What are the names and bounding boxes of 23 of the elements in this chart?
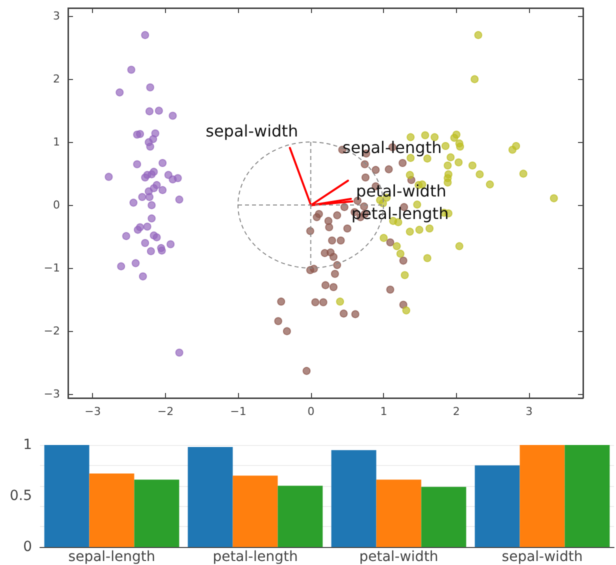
x-tick-label: petal-width (359, 549, 438, 565)
x-tick-label: −1 (230, 405, 246, 418)
series-label: petal-width (356, 181, 446, 200)
x-tick-label: 2 (452, 405, 460, 418)
series-label: sepal-width (206, 121, 298, 140)
y-tick-label: 3 (53, 10, 60, 23)
y-tick-label: 1 (23, 437, 32, 453)
x-tick-label: −3 (84, 405, 101, 418)
x-tick-label: 0 (307, 405, 314, 418)
y-tick-label: 0 (53, 198, 60, 212)
y-tick-label: 2 (53, 72, 60, 86)
y-tick-label: 1 (53, 136, 60, 149)
y-tick-label: −1 (44, 262, 60, 275)
y-tick-label: −2 (44, 324, 60, 338)
x-tick-label: sepal-width (502, 549, 583, 565)
x-tick-label: 1 (380, 405, 388, 418)
x-tick-label: 3 (526, 405, 533, 418)
x-tick-label: petal-length (212, 549, 298, 565)
y-tick-label: 0.5 (10, 488, 32, 504)
y-tick-label: −3 (44, 388, 60, 401)
x-tick-label: −2 (157, 405, 174, 418)
y-tick-label: 0 (23, 539, 32, 555)
x-tick-label: sepal-length (68, 549, 156, 565)
